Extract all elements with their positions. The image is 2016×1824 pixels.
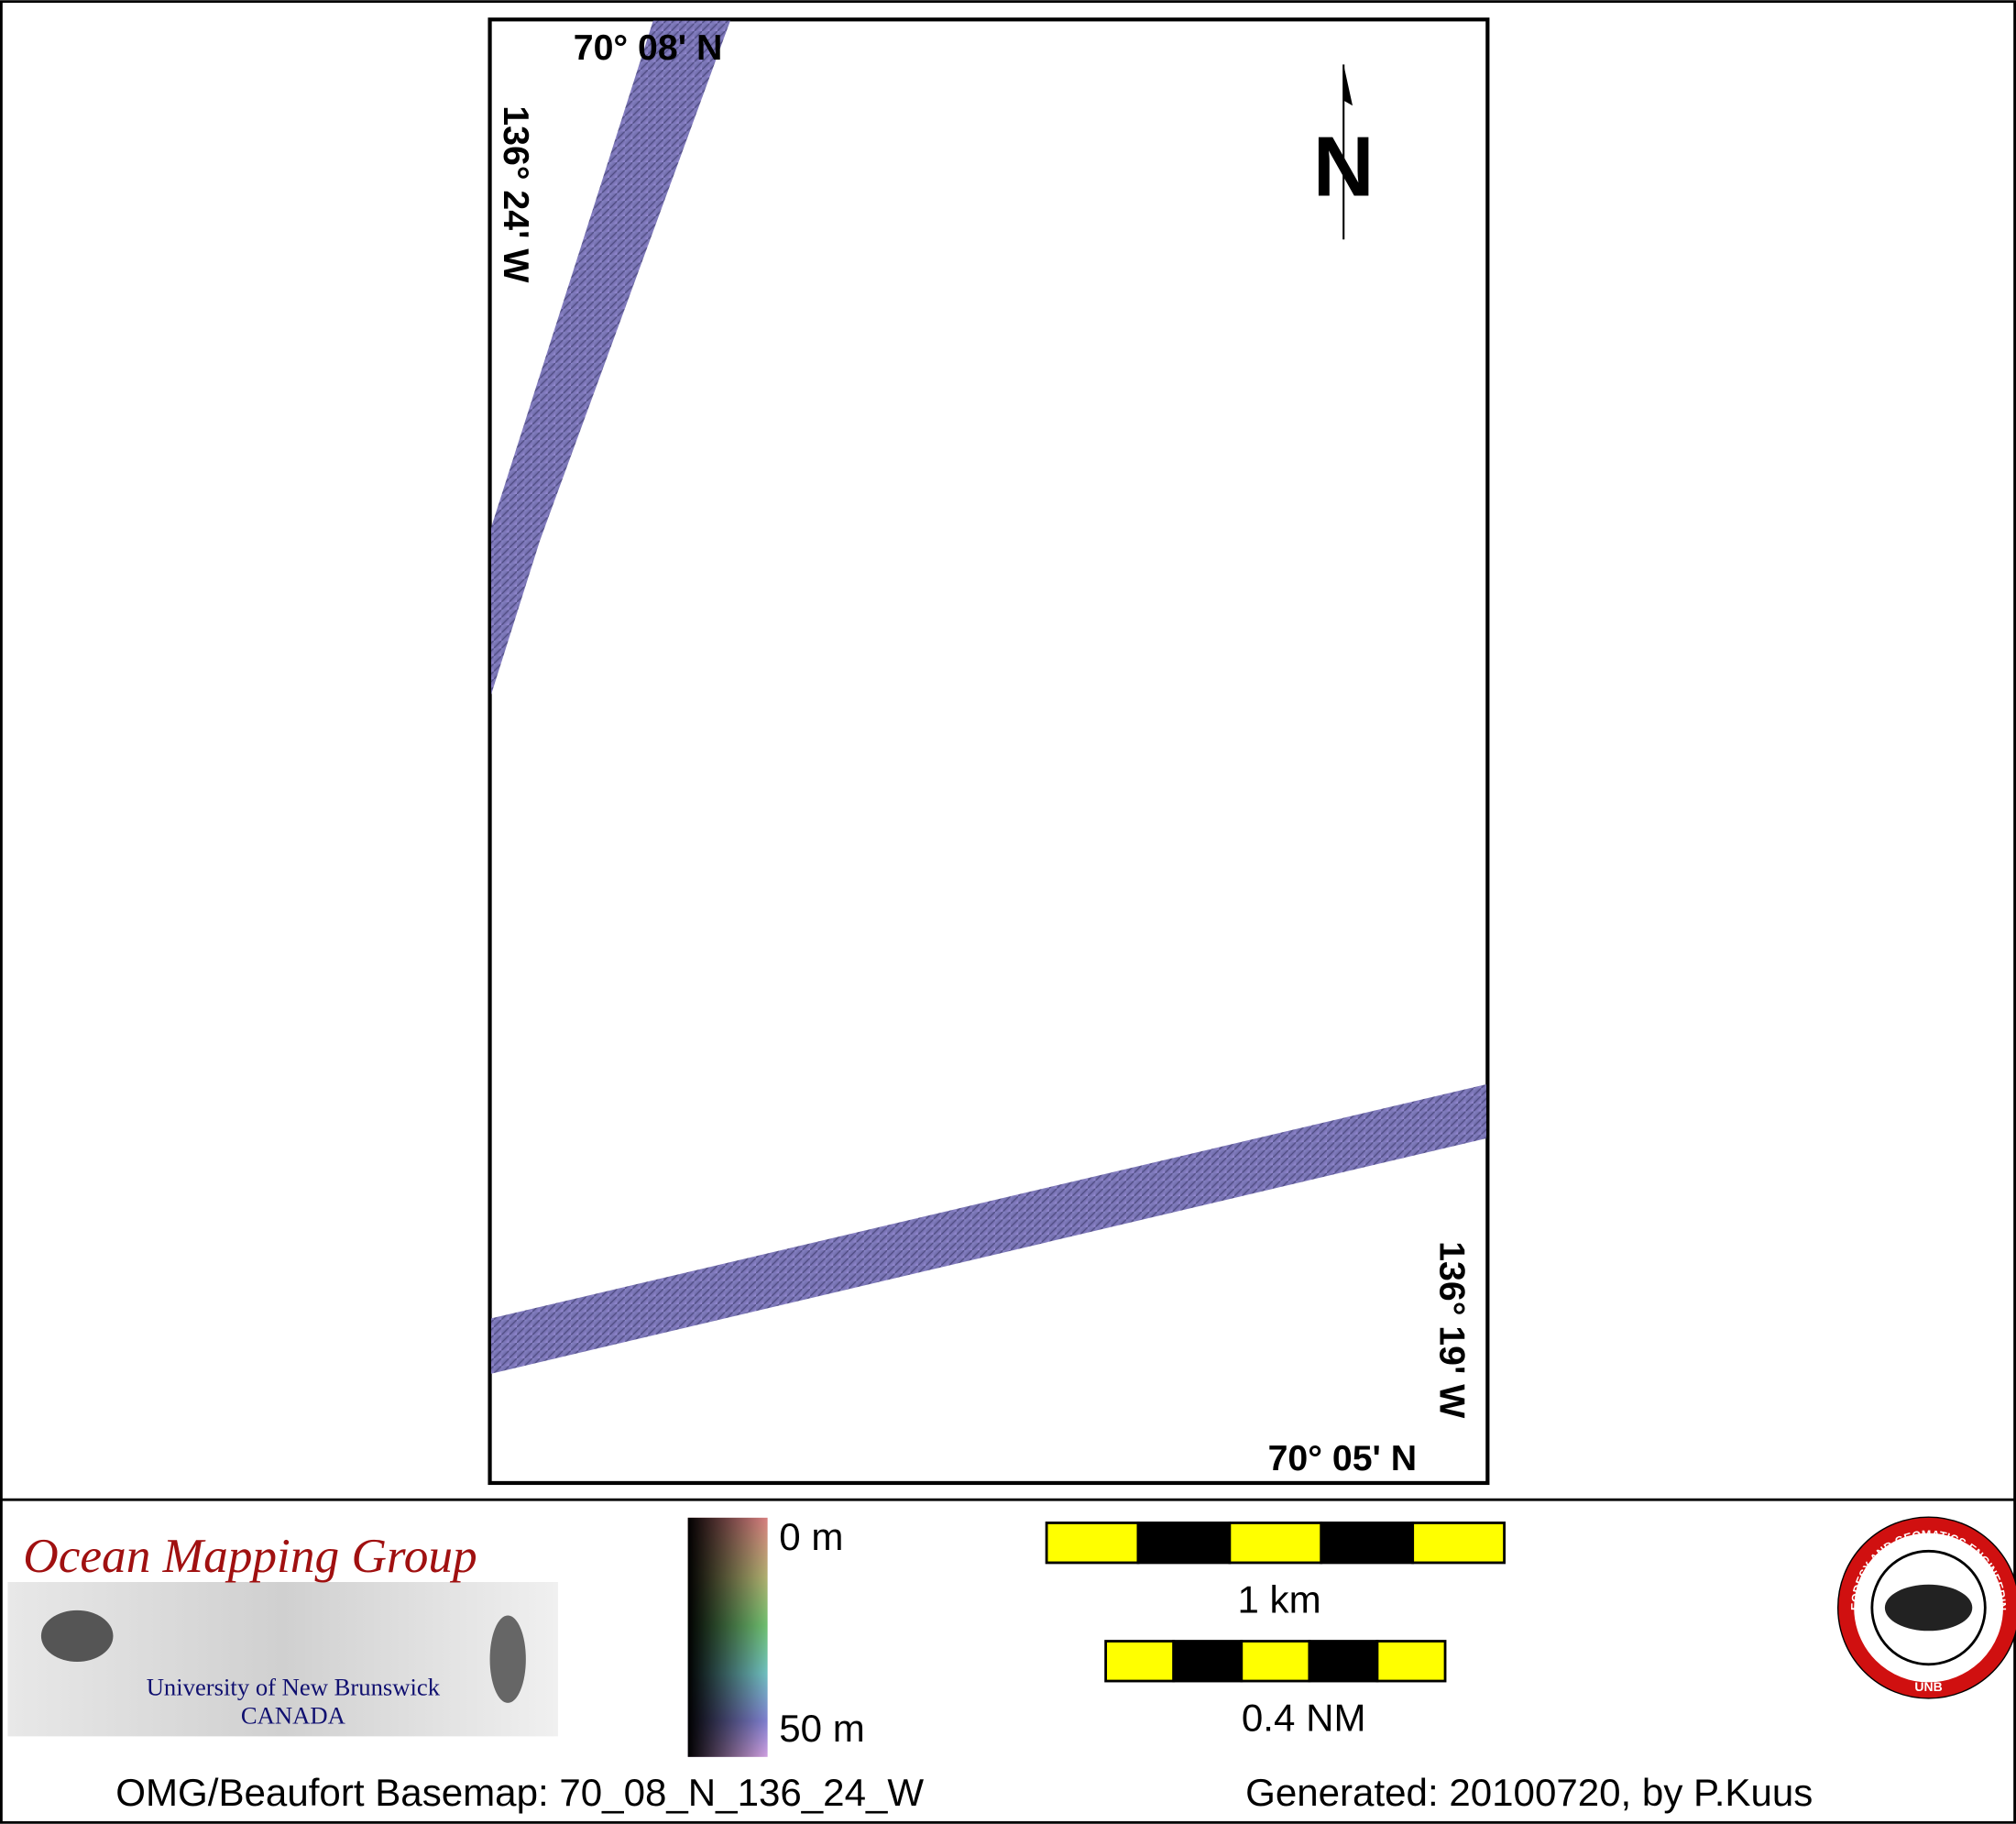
logo-image [489, 1615, 526, 1703]
lon-label: 136° 19' W [1431, 1241, 1472, 1419]
logo-text: CANADA [241, 1701, 346, 1729]
scale-segment [1375, 1640, 1447, 1683]
scale-segment [1136, 1522, 1232, 1565]
emblem-text: UNB [1914, 1679, 1942, 1694]
scale-segment [1240, 1640, 1311, 1683]
colorbar-label: 50 m [779, 1707, 865, 1750]
scale-segment [1104, 1640, 1176, 1683]
colorbar-shade [687, 1517, 768, 1757]
swath [490, 20, 730, 695]
logo-text: University of New Brunswick [147, 1673, 441, 1700]
scale-bar [1045, 1522, 1506, 1565]
emblem-globe [1884, 1584, 1973, 1632]
scale-label: 0.4 NM [1242, 1697, 1366, 1740]
scale-segment [1172, 1640, 1244, 1683]
logo-image [7, 1581, 558, 1737]
scale-segment [1045, 1522, 1140, 1565]
footer-generated: Generated: 20100720, by P.Kuus [1245, 1771, 1813, 1814]
lat-label: 70° 08' N [574, 27, 723, 68]
scale-bar [1104, 1640, 1447, 1683]
scale-label: 1 km [1237, 1578, 1320, 1621]
scale-segment [1320, 1522, 1415, 1565]
footer-basemap: OMG/Beaufort Basemap: 70_08_N_136_24_W [115, 1771, 924, 1814]
scale-segment [1308, 1640, 1379, 1683]
north-label: N [1313, 118, 1375, 214]
scale-segment [1228, 1522, 1323, 1565]
logo-image [40, 1610, 114, 1662]
scale-segment [1411, 1522, 1506, 1565]
logo-title: Ocean Mapping Group [23, 1528, 477, 1583]
lat-label: 70° 05' N [1268, 1438, 1418, 1478]
emblem-ring [1838, 1517, 2016, 1698]
swath [490, 1084, 1486, 1374]
colorbar-label: 0 m [779, 1515, 843, 1558]
lon-label: 136° 24' W [496, 105, 536, 283]
